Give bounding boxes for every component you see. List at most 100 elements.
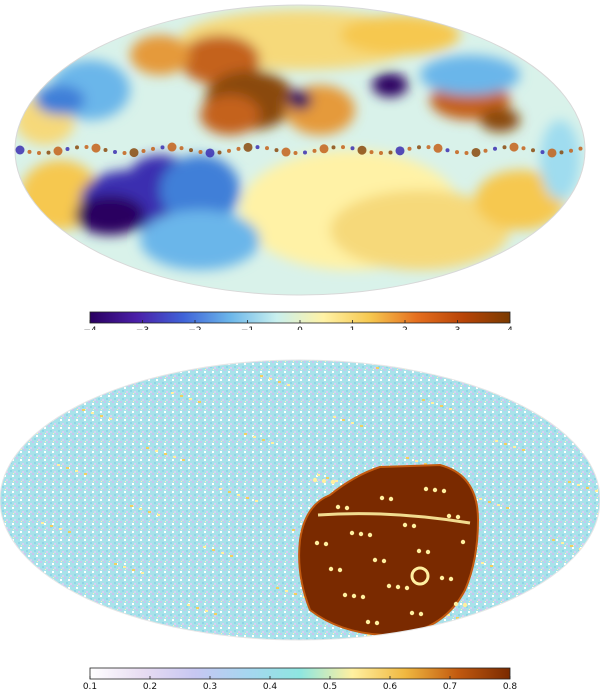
map-speckle: [132, 569, 135, 571]
map-speckle: [75, 470, 78, 472]
map-region: [340, 15, 460, 55]
bottom-map-field: [0, 365, 598, 637]
map-speckle: [50, 525, 53, 527]
bottom-map-background: [0, 360, 600, 640]
map-speckle: [130, 505, 133, 507]
plane-source: [227, 148, 231, 153]
bottom-map-chart: 0.1 0.2 0.3 0.4 0.5 0.6 0.7 0.8: [0, 359, 600, 690]
plane-source: [331, 145, 336, 150]
colorbar-tick-label: −3: [136, 326, 149, 330]
region-spot: [409, 610, 415, 616]
plane-source: [15, 145, 25, 155]
map-speckle: [456, 617, 459, 619]
colorbar-tick-label: 2: [402, 326, 408, 330]
region-spot: [344, 505, 350, 511]
map-region: [75, 195, 145, 235]
plane-source: [578, 146, 583, 151]
region-spot: [411, 523, 417, 529]
map-speckle: [292, 529, 295, 531]
colorbar-tick-label: −2: [188, 326, 201, 330]
map-speckle: [18, 371, 21, 373]
bottom-map-outline: [0, 359, 600, 641]
map-speckle: [552, 539, 555, 541]
map-speckle: [511, 382, 514, 384]
region-spot: [337, 567, 343, 573]
map-speckle: [561, 542, 564, 544]
map-speckle: [253, 436, 256, 438]
map-speckle: [335, 480, 338, 482]
colorbar-tick-label: 0.6: [383, 682, 398, 690]
map-speckle: [230, 555, 233, 557]
map-speckle: [114, 563, 117, 565]
region-spot: [418, 611, 424, 617]
map-speckle: [244, 433, 247, 435]
plane-source: [464, 150, 469, 155]
colorbar-tick-label: 0.3: [203, 682, 217, 690]
colorbar-tick-label: 0.5: [323, 682, 337, 690]
plane-source: [160, 145, 165, 150]
map-speckle: [294, 593, 297, 595]
region-spot: [388, 496, 394, 502]
map-speckle: [276, 587, 279, 589]
map-speckle: [317, 474, 320, 476]
map-speckle: [545, 600, 548, 602]
map-speckle: [180, 395, 183, 397]
plane-source: [65, 146, 70, 151]
top-map-area: [15, 5, 585, 295]
map-speckle: [520, 385, 523, 387]
map-speckle: [342, 419, 345, 421]
map-speckle: [52, 589, 55, 591]
map-speckle: [59, 528, 62, 530]
map-speckle: [465, 620, 468, 622]
plane-source: [113, 149, 117, 154]
map-speckle: [171, 392, 174, 394]
map-speckle: [173, 456, 176, 458]
plane-source: [569, 148, 573, 153]
plane-source: [388, 150, 393, 155]
map-speckle: [125, 630, 128, 632]
map-speckle: [333, 416, 336, 418]
plane-source: [540, 150, 545, 155]
map-speckle: [164, 453, 167, 455]
map-speckle: [155, 450, 158, 452]
map-region: [540, 120, 580, 200]
map-speckle: [260, 375, 263, 377]
map-speckle: [198, 401, 201, 403]
top-galactic-plane: [15, 142, 583, 158]
plane-source: [84, 145, 89, 150]
map-speckle: [563, 606, 566, 608]
colorbar-tick-label: 0.7: [443, 682, 457, 690]
plane-source: [243, 142, 253, 152]
plane-source: [198, 150, 203, 155]
region-spot: [381, 558, 387, 564]
plane-source: [129, 148, 139, 158]
colorbar-tick-label: 0: [297, 326, 303, 330]
map-speckle: [262, 439, 265, 441]
plane-source: [236, 146, 241, 151]
map-speckle: [488, 501, 491, 503]
colorbar-tick-label: −4: [83, 326, 97, 330]
map-speckle: [36, 377, 39, 379]
plane-source: [122, 150, 127, 155]
map-speckle: [586, 487, 589, 489]
plane-source: [103, 148, 108, 153]
map-speckle: [406, 457, 409, 459]
map-region: [330, 190, 510, 270]
map-speckle: [141, 572, 144, 574]
region-spot: [448, 576, 454, 582]
map-speckle: [593, 426, 596, 428]
map-speckle: [43, 586, 46, 588]
map-speckle: [536, 597, 539, 599]
region-spot: [367, 532, 373, 538]
plane-source: [46, 150, 51, 155]
plane-source: [312, 148, 317, 153]
region-streak: [317, 512, 471, 525]
map-speckle: [109, 418, 112, 420]
colorbar-tick-label: 0.4: [263, 682, 278, 690]
region-spot: [365, 619, 371, 625]
region-spot: [335, 504, 341, 510]
plane-source: [483, 148, 488, 153]
region-spot: [374, 620, 380, 626]
region-spot: [425, 549, 431, 555]
plane-source: [395, 146, 405, 156]
